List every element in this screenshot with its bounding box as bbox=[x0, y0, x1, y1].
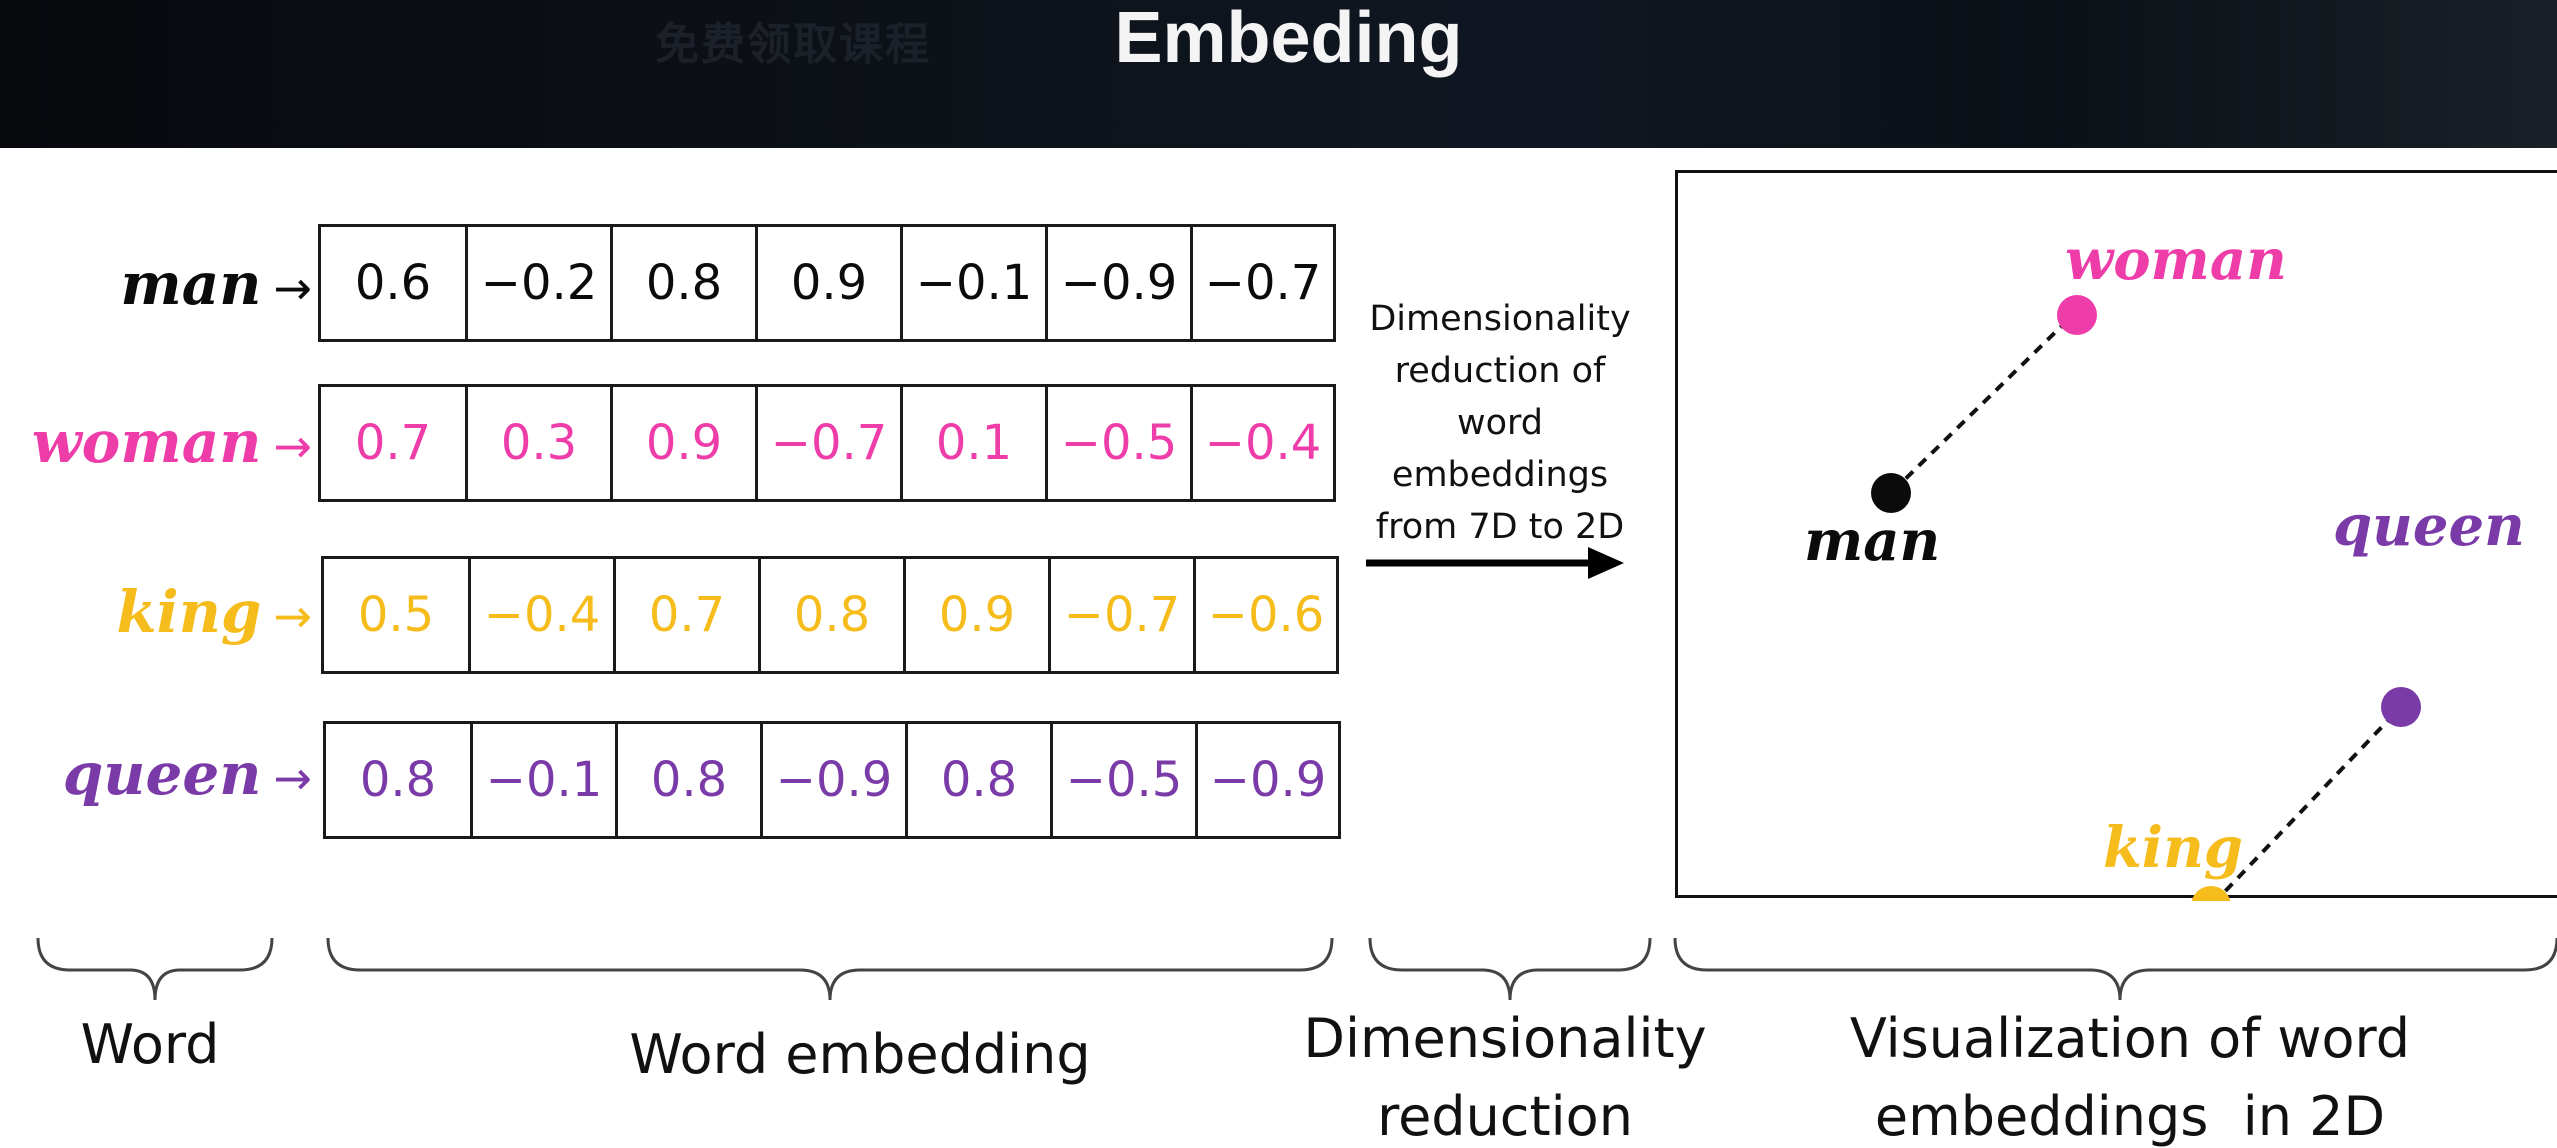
page-title: Embeding bbox=[1114, 0, 1463, 78]
king-point bbox=[2191, 886, 2231, 901]
embedding-cell: −0.7 bbox=[1190, 224, 1336, 342]
row-arrow-icon: → bbox=[273, 751, 312, 805]
queen-point bbox=[2381, 687, 2421, 727]
embedding-cell: 0.3 bbox=[465, 384, 613, 502]
bottom-label-word: Word bbox=[80, 1013, 220, 1076]
reduction-line: reduction of bbox=[1394, 351, 1606, 391]
bottom-label-visualization-line: embeddings in 2D bbox=[1874, 1085, 2386, 1148]
embedding-cell: 0.8 bbox=[905, 721, 1053, 839]
row-arrow-icon: → bbox=[273, 261, 312, 315]
word-label-woman: woman → bbox=[0, 410, 312, 478]
word-text-queen: queen bbox=[62, 740, 262, 808]
brace-word bbox=[36, 937, 274, 1001]
embedding-cell: 0.8 bbox=[615, 721, 763, 839]
viz-label-king: king bbox=[2103, 815, 2243, 881]
embedding-cell: 0.9 bbox=[755, 224, 903, 342]
right-arrow-icon bbox=[1366, 547, 1624, 579]
bottom-label-reduction-line: reduction bbox=[1377, 1085, 1633, 1148]
reduction-line: from 7D to 2D bbox=[1375, 507, 1625, 547]
embedding-cell: 0.7 bbox=[318, 384, 468, 502]
reduction-line: word bbox=[1456, 403, 1544, 443]
visualization-frame: woman man queen king bbox=[1675, 170, 2557, 901]
embedding-cell: −0.6 bbox=[1193, 556, 1339, 674]
section-braces bbox=[36, 937, 2557, 1001]
embedding-row-man: 0.6 −0.2 0.8 0.9 −0.1 −0.9 −0.7 bbox=[318, 224, 1336, 342]
word-text-woman: woman bbox=[31, 408, 262, 476]
king-queen-link bbox=[2213, 707, 2401, 901]
bottom-label-visualization: Visualization of word embeddings in 2D bbox=[1780, 1000, 2480, 1148]
row-arrow-icon: → bbox=[273, 589, 312, 643]
embedding-row-queen: 0.8 −0.1 0.8 −0.9 0.8 −0.5 −0.9 bbox=[323, 721, 1341, 839]
embedding-cell: 0.8 bbox=[610, 224, 758, 342]
embedding-cell: −0.7 bbox=[755, 384, 903, 502]
brace-visualization bbox=[1673, 937, 2557, 1001]
embedding-cell: −0.9 bbox=[1195, 721, 1341, 839]
embedding-cell: −0.2 bbox=[465, 224, 613, 342]
reduction-line: Dimensionality bbox=[1369, 299, 1631, 339]
header-bar: 免费领取课程 Embeding bbox=[0, 0, 2557, 148]
watermark-text: 免费领取课程 bbox=[655, 19, 931, 70]
bottom-label-reduction: Dimensionality reduction bbox=[1290, 1000, 1720, 1148]
embedding-cell: −0.7 bbox=[1048, 556, 1196, 674]
reduction-caption: Dimensionality reduction of word embeddi… bbox=[1355, 293, 1645, 553]
brace-reduction bbox=[1368, 937, 1652, 1001]
diagram-area: man → woman → king → queen → 0.6 −0.2 0.8 0.… bbox=[0, 148, 2557, 1148]
word-label-king: king → bbox=[0, 578, 313, 648]
viz-label-woman: woman bbox=[2065, 227, 2287, 293]
embedding-plot bbox=[1871, 295, 2421, 901]
embedding-row-king: 0.5 −0.4 0.7 0.8 0.9 −0.7 −0.6 bbox=[321, 556, 1339, 674]
embedding-cell: −0.4 bbox=[1190, 384, 1336, 502]
viz-label-queen: queen bbox=[2333, 493, 2525, 559]
brace-embedding bbox=[326, 937, 1334, 1001]
word-label-man: man → bbox=[0, 252, 312, 320]
embedding-cell: −0.1 bbox=[470, 721, 618, 839]
embedding-cell: −0.5 bbox=[1045, 384, 1193, 502]
man-point bbox=[1871, 473, 1911, 513]
embedding-row-woman: 0.7 0.3 0.9 −0.7 0.1 −0.5 −0.4 bbox=[318, 384, 1336, 502]
embedding-cell: −0.5 bbox=[1050, 721, 1198, 839]
row-arrow-icon: → bbox=[273, 419, 312, 473]
bottom-label-visualization-line: Visualization of word bbox=[1849, 1007, 2411, 1070]
bottom-label-embedding: Word embedding bbox=[629, 1023, 1091, 1086]
reduction-line: embeddings bbox=[1391, 455, 1609, 495]
embedding-cell: 0.9 bbox=[610, 384, 758, 502]
embedding-cell: 0.9 bbox=[903, 556, 1051, 674]
embedding-cell: 0.1 bbox=[900, 384, 1048, 502]
word-text-king: king bbox=[116, 578, 262, 646]
man-woman-link bbox=[1891, 311, 2077, 493]
embedding-cell: −0.4 bbox=[468, 556, 616, 674]
viz-label-man: man bbox=[1804, 508, 1941, 574]
bottom-label-reduction-line: Dimensionality bbox=[1303, 1007, 1707, 1070]
word-label-queen: queen → bbox=[0, 742, 312, 810]
woman-point bbox=[2057, 295, 2097, 335]
word-text-man: man bbox=[120, 250, 262, 318]
